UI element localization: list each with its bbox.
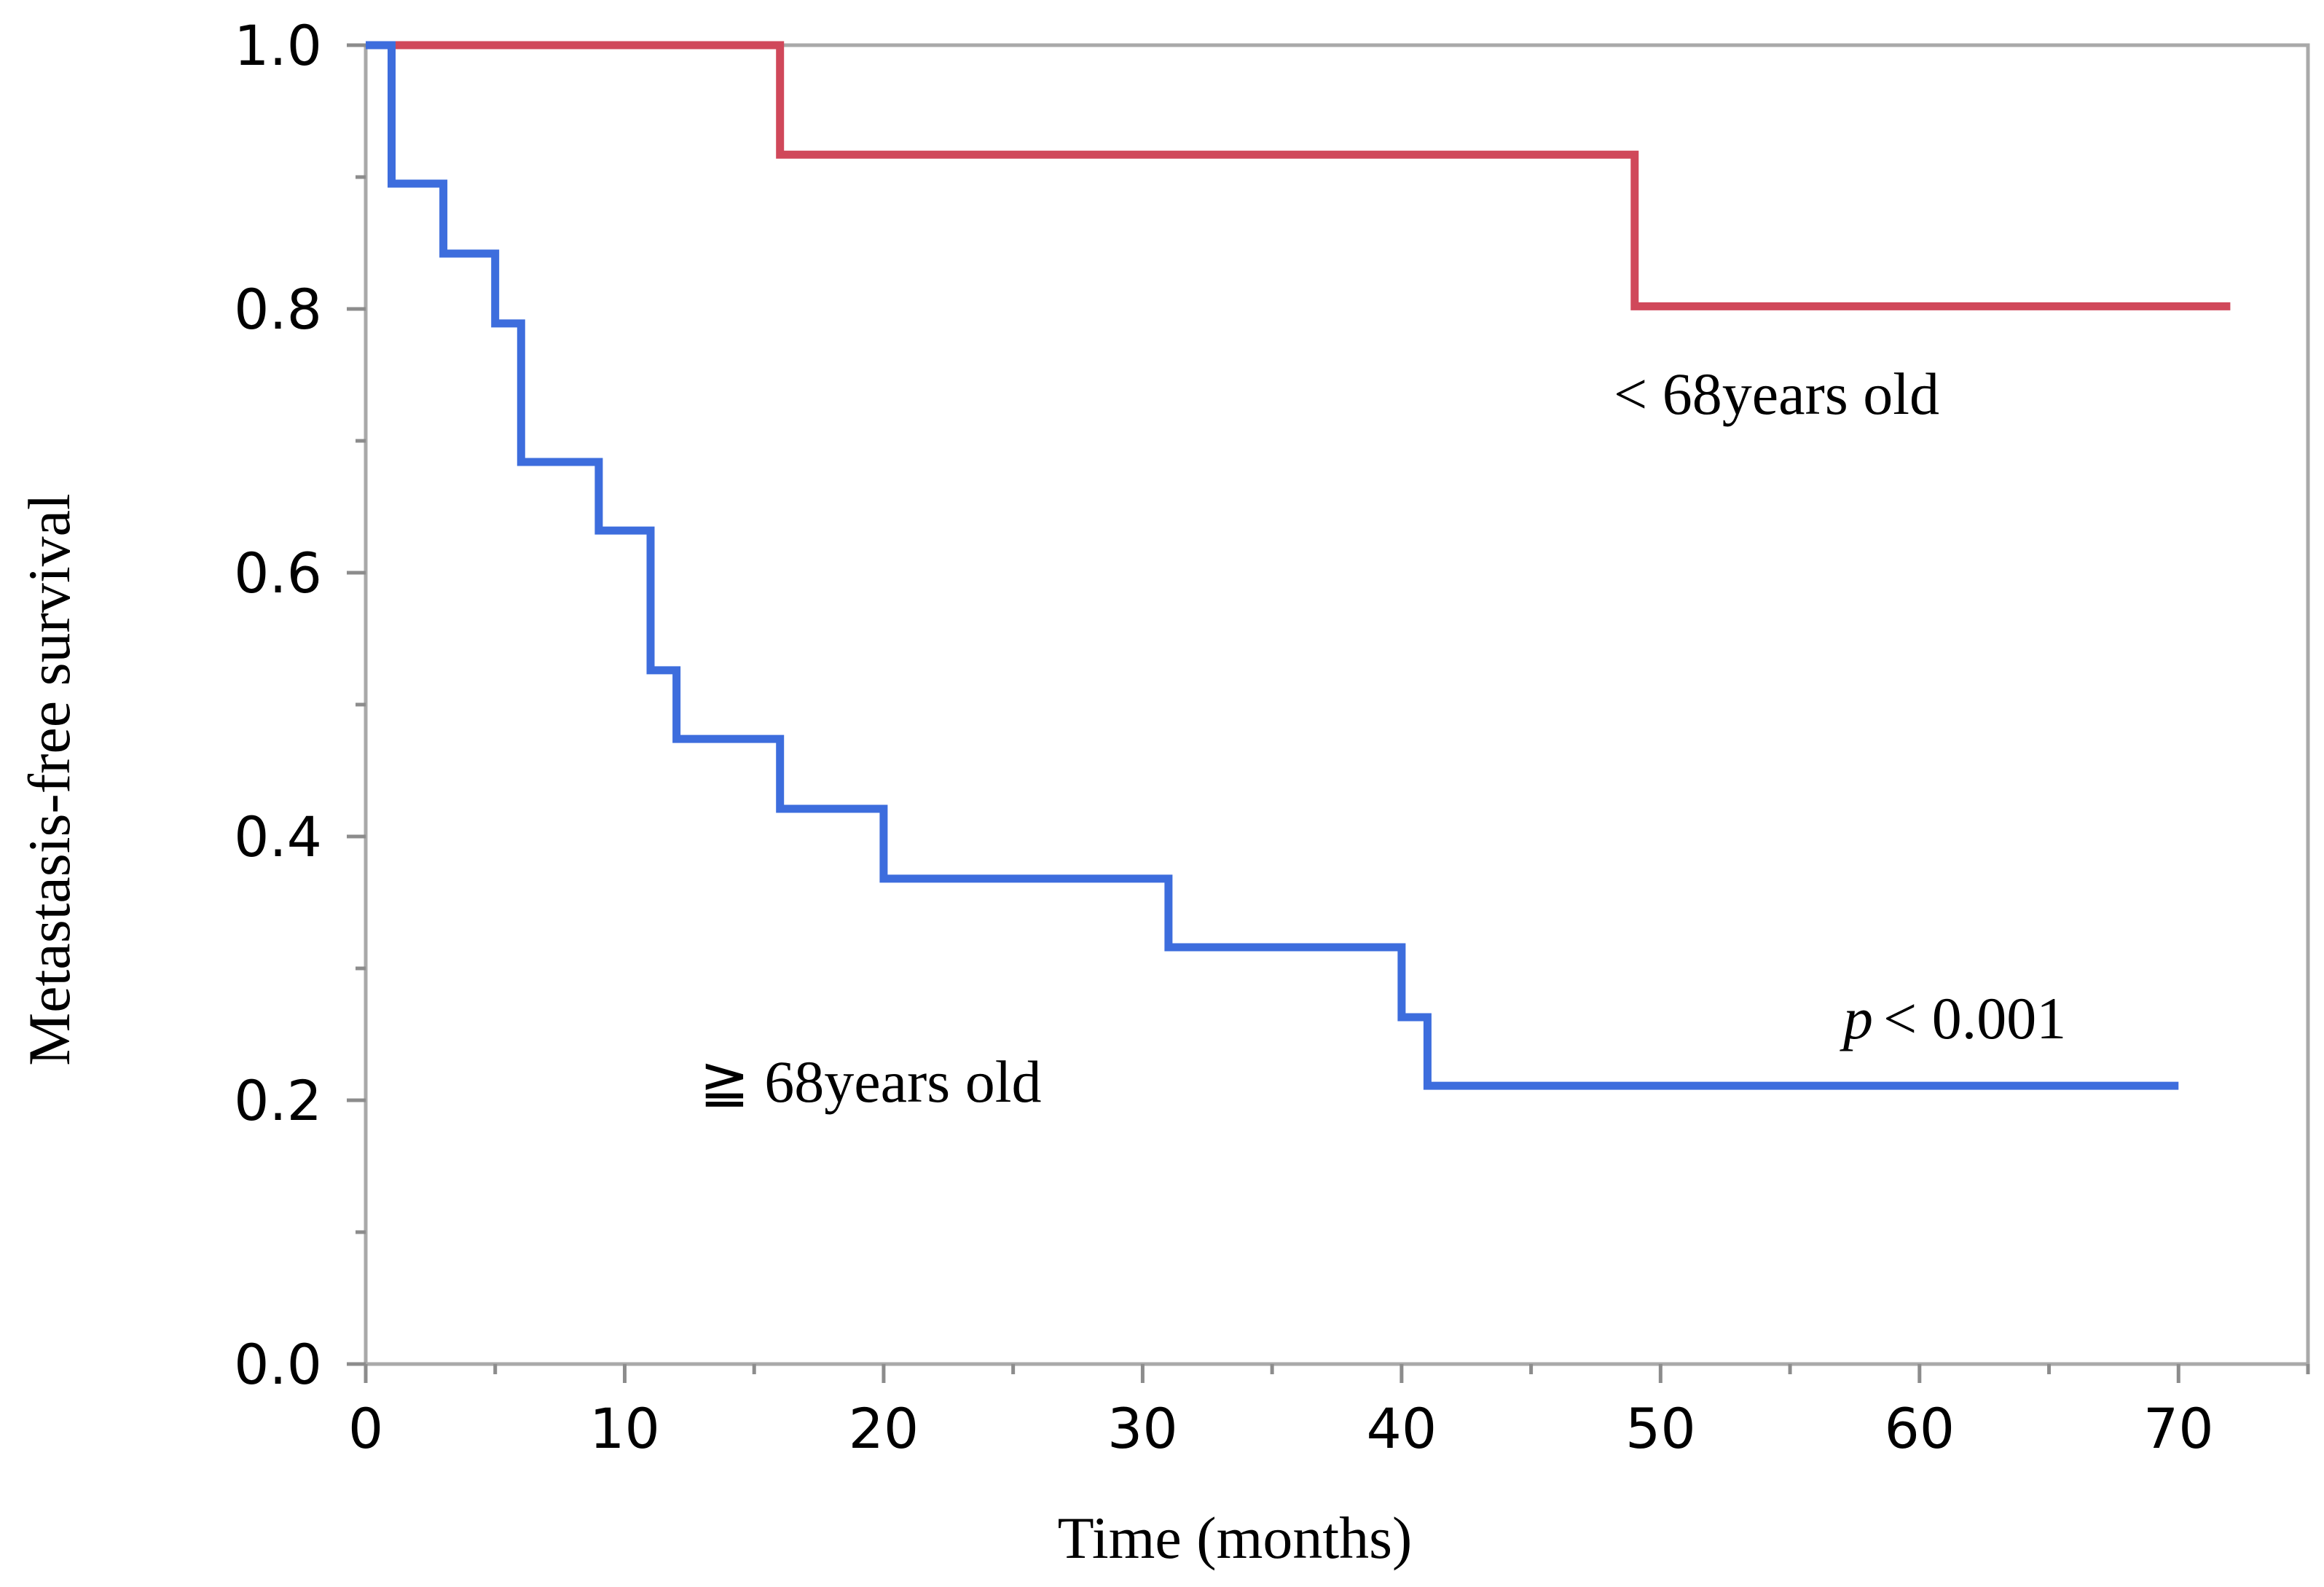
p-value: < 0.001 [1883,985,2066,1051]
x-tick-label: 50 [1625,1396,1696,1461]
y-tick-label: 0.0 [234,1332,322,1397]
y-tick-label: 0.2 [234,1068,322,1133]
old-group-label: ≧ 68years old [699,1049,1042,1115]
x-tick-label: 20 [849,1396,919,1461]
plot-frame [364,43,2310,1366]
young-group-label: < 68years old [1614,361,1939,427]
y-tick-label: 0.6 [234,541,322,606]
y-tick-label: 1.0 [234,13,322,78]
x-tick-label: 60 [1884,1396,1955,1461]
y-axis-title: Metastasis-free survival [16,493,82,1066]
axis-tick-labels: 0 10 20 30 40 50 60 70 0.0 0.2 0.4 0.6 0.8 1.0 [234,13,2214,1461]
x-tick-label: 70 [2143,1396,2214,1461]
x-tick-label: 0 [348,1396,383,1461]
y-tick-label: 0.8 [234,277,322,342]
series-line-68-and-over [366,41,2179,1090]
x-tick-label: 30 [1107,1396,1178,1461]
x-tick-label: 40 [1367,1396,1437,1461]
y-tick-label: 0.4 [234,804,322,869]
x-axis-title: Time (months) [1058,1505,1413,1571]
survival-curves [366,41,2231,1090]
p-symbol: p [1840,985,1873,1051]
series-line-under-68 [366,41,2231,310]
x-tick-label: 10 [589,1396,660,1461]
axis-ticks [347,43,2310,1383]
p-value-label: p < 0.001 [1840,985,2066,1051]
